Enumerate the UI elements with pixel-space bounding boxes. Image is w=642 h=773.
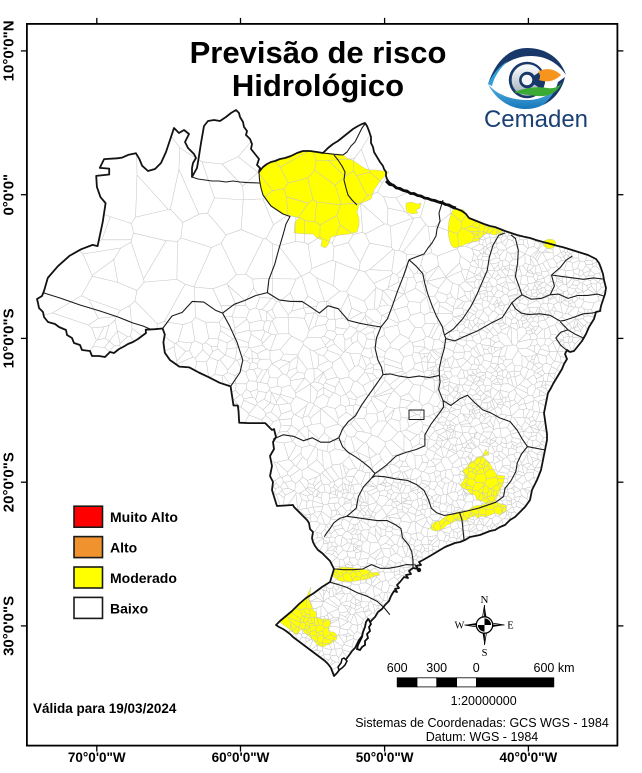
svg-text:Válida para 19/03/2024: Válida para 19/03/2024 [33, 701, 177, 716]
svg-text:1:20000000: 1:20000000 [451, 694, 517, 708]
svg-text:Previsão de risco: Previsão de risco [190, 35, 447, 70]
svg-text:Hidrológico: Hidrológico [232, 68, 404, 103]
svg-text:Alto: Alto [110, 540, 137, 556]
svg-text:50°0'0"W: 50°0'0"W [356, 750, 414, 765]
svg-text:600 km: 600 km [534, 661, 575, 675]
svg-text:30°0'0"S: 30°0'0"S [1, 596, 18, 656]
svg-text:600: 600 [387, 661, 408, 675]
svg-text:10°0'0"N: 10°0'0"N [1, 20, 18, 81]
svg-text:E: E [507, 621, 513, 632]
svg-text:W: W [455, 621, 465, 632]
svg-text:Moderado: Moderado [110, 570, 177, 586]
svg-text:N: N [481, 594, 489, 606]
svg-text:40°0'0"W: 40°0'0"W [500, 750, 558, 765]
svg-text:10°0'0"S: 10°0'0"S [1, 308, 18, 368]
svg-text:300: 300 [426, 661, 447, 675]
svg-text:Cemaden: Cemaden [484, 106, 588, 133]
svg-text:20°0'0"S: 20°0'0"S [1, 452, 18, 512]
svg-text:S: S [482, 648, 488, 659]
svg-text:Sistemas de Coordenadas: GCS W: Sistemas de Coordenadas: GCS WGS - 1984 [355, 716, 609, 730]
svg-text:0°0'0": 0°0'0" [1, 174, 18, 216]
svg-text:Datum: WGS - 1984: Datum: WGS - 1984 [426, 730, 539, 744]
svg-text:Muito Alto: Muito Alto [110, 509, 178, 525]
svg-text:0: 0 [473, 661, 480, 675]
svg-text:Baixo: Baixo [110, 600, 148, 616]
svg-text:60°0'0"W: 60°0'0"W [212, 750, 270, 765]
svg-text:70°0'0"W: 70°0'0"W [68, 750, 126, 765]
